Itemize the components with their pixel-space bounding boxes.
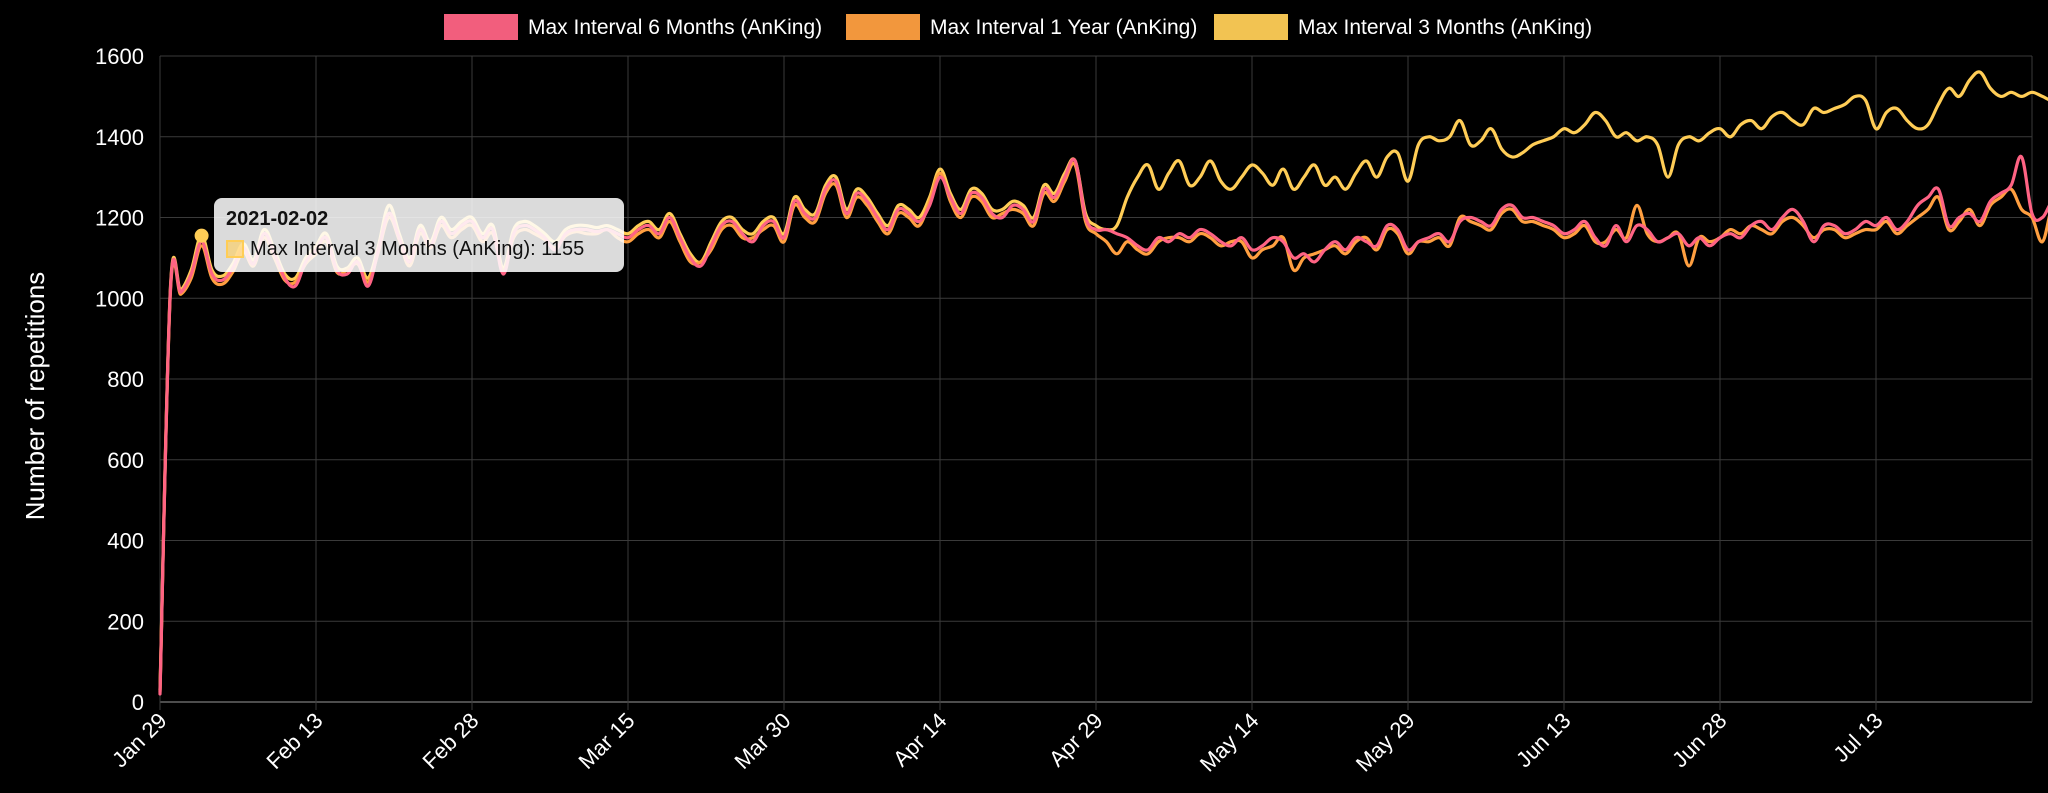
y-axis-title: Number of repetitions [20, 272, 50, 521]
y-tick-label: 1200 [95, 206, 144, 231]
x-tick-label: Mar 30 [729, 708, 795, 774]
y-tick-label: 200 [107, 609, 144, 634]
x-tick-label: May 29 [1351, 708, 1420, 777]
tooltip: 2021-02-02 Max Interval 3 Months (AnKing… [214, 198, 624, 272]
x-tick-label: Apr 14 [888, 708, 952, 772]
x-tick-label: Mar 15 [573, 708, 639, 774]
y-tick-label: 1000 [95, 286, 144, 311]
y-tick-label: 1600 [95, 44, 144, 69]
y-tick-label: 1400 [95, 125, 144, 150]
series-lines [158, 70, 2048, 696]
legend: Max Interval 6 Months (AnKing) Max Interv… [444, 14, 1592, 40]
tooltip-value: Max Interval 3 Months (AnKing): 1155 [250, 238, 585, 260]
y-axis-ticks: 0 200 400 600 800 1000 1200 1400 1600 [95, 44, 144, 715]
legend-swatch [1214, 14, 1288, 40]
x-tick-label: Feb 28 [417, 708, 483, 774]
series-line [158, 70, 2048, 692]
y-tick-label: 800 [107, 367, 144, 392]
series-line [158, 154, 2048, 696]
legend-label: Max Interval 3 Months (AnKing) [1298, 16, 1592, 39]
x-tick-label: Jan 29 [107, 708, 171, 772]
y-tick-label: 400 [107, 529, 144, 554]
legend-label: Max Interval 6 Months (AnKing) [528, 16, 822, 39]
tooltip-swatch [226, 240, 244, 258]
x-tick-label: Jun 28 [1667, 708, 1731, 772]
legend-label: Max Interval 1 Year (AnKing) [930, 16, 1197, 39]
x-tick-label: Jul 13 [1828, 708, 1887, 767]
y-tick-label: 0 [132, 690, 144, 715]
y-tick-label: 600 [107, 448, 144, 473]
x-axis-ticks: Jan 29 Feb 13 Feb 28 Mar 15 Mar 30 Apr 14 Apr … [107, 708, 1887, 777]
x-tick-label: Jun 13 [1511, 708, 1575, 772]
hover-point [194, 228, 209, 243]
hover-point-group [194, 228, 209, 243]
grid-lines [159, 55, 2033, 710]
x-tick-label: Apr 29 [1044, 708, 1108, 772]
x-tick-label: Feb 13 [261, 708, 327, 774]
legend-swatch [846, 14, 920, 40]
x-tick-label: May 14 [1195, 708, 1264, 777]
tooltip-date: 2021-02-02 [226, 208, 329, 230]
legend-swatch [444, 14, 518, 40]
